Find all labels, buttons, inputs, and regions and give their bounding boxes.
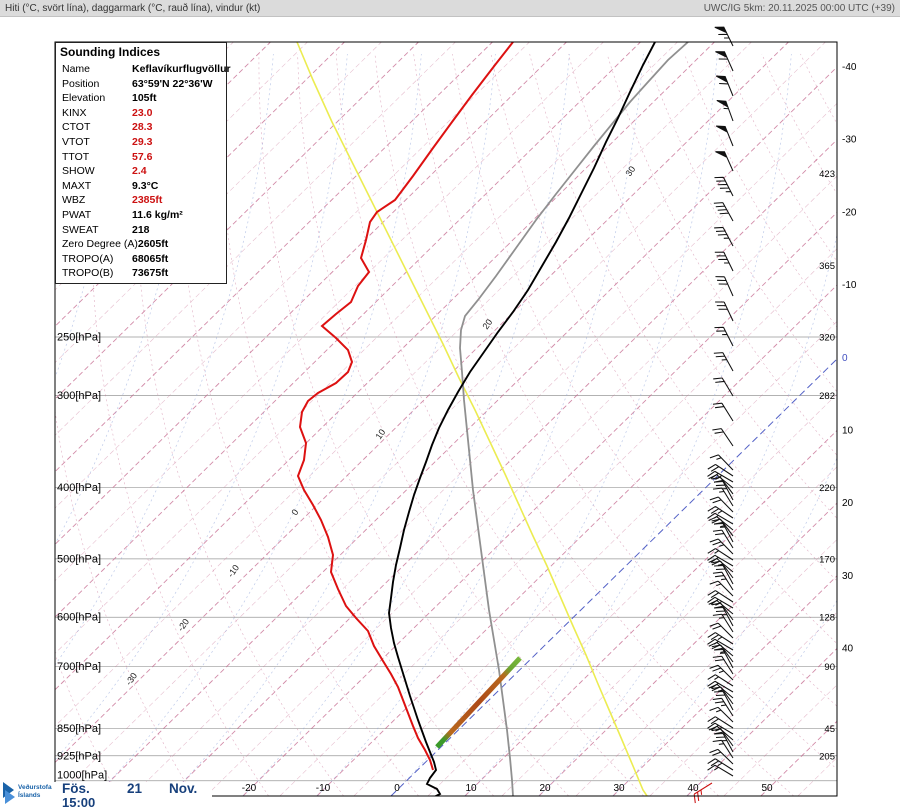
legend-label: Hiti (°C, svört lína), daggarmark (°C, r… (5, 2, 261, 14)
svg-text:925[hPa]: 925[hPa] (57, 750, 101, 762)
pressure-grid (55, 336, 837, 782)
brand-name: Veðurstofa Íslands (18, 784, 52, 799)
plot-border (54, 41, 838, 797)
indices-row: VTOT 29.3 (62, 135, 153, 148)
indices-row: Elevation 105ft (62, 92, 157, 105)
svg-text:20: 20 (539, 783, 551, 794)
svg-text:0: 0 (289, 507, 300, 517)
date-label[interactable]: 21 (127, 781, 143, 796)
svg-text:-20: -20 (242, 783, 257, 794)
svg-text:-10: -10 (842, 280, 857, 291)
indices-row: PWAT 11.6 kg/m² (62, 208, 183, 221)
indices-row: CTOT 28.3 (62, 121, 153, 134)
svg-text:0: 0 (842, 353, 848, 364)
svg-text:-30: -30 (842, 135, 857, 146)
indices-row: TTOT 57.6 (62, 150, 153, 163)
svg-text:128: 128 (819, 613, 835, 624)
indices-row: TROPO(A) 68065ft (62, 252, 169, 265)
svg-text:-40: -40 (842, 62, 857, 73)
model-run-label: UWC/IG 5km: 20.11.2025 00:00 UTC (+39) (703, 2, 895, 14)
wind-barbs (693, 26, 734, 804)
day-label[interactable]: Fös. (62, 781, 90, 796)
indices-row: TROPO(B) 73675ft (62, 267, 169, 280)
svg-text:50: 50 (761, 783, 773, 794)
svg-text:-10: -10 (316, 783, 331, 794)
svg-text:500[hPa]: 500[hPa] (57, 553, 101, 565)
svg-text:423: 423 (819, 169, 835, 180)
svg-text:170: 170 (819, 554, 835, 565)
timeline-bar[interactable] (28, 782, 212, 808)
svg-text:220: 220 (819, 483, 835, 494)
time-label[interactable]: 15:00 (62, 795, 96, 810)
svg-text:40: 40 (842, 644, 854, 655)
dewpoint-curve (296, 42, 514, 771)
vedurstofa-logo (3, 782, 15, 804)
svg-text:30: 30 (613, 783, 625, 794)
svg-text:10: 10 (465, 783, 477, 794)
moist-adiabats (55, 53, 837, 796)
svg-text:10: 10 (373, 427, 387, 441)
svg-text:20: 20 (842, 498, 854, 509)
indices-row: KINX 23.0 (62, 106, 153, 119)
indices-row: SWEAT 218 (62, 223, 150, 236)
svg-text:700[hPa]: 700[hPa] (57, 661, 101, 673)
indices-row: Zero Degree (A) 2605ft (62, 238, 169, 251)
svg-text:365: 365 (819, 261, 835, 272)
indices-box: Sounding Indices Name Keflavíkurflugvöllu… (55, 42, 231, 284)
freezing-isotherm (390, 358, 837, 796)
parcel-curve (459, 42, 689, 796)
svg-text:205: 205 (819, 751, 835, 762)
svg-text:250[hPa]: 250[hPa] (57, 332, 101, 344)
svg-text:20: 20 (480, 317, 494, 331)
svg-text:10: 10 (842, 425, 854, 436)
indices-rows: Name Keflavíkurflugvöllur Position 63°59'N … (56, 62, 231, 281)
svg-text:45: 45 (824, 724, 835, 735)
indices-row: WBZ 2385ft (62, 194, 163, 207)
svg-text:400[hPa]: 400[hPa] (57, 482, 101, 494)
svg-text:320: 320 (819, 333, 835, 344)
svg-text:40: 40 (687, 783, 699, 794)
svg-text:850[hPa]: 850[hPa] (57, 723, 101, 735)
indices-row: Name Keflavíkurflugvöllur (62, 63, 231, 75)
month-label[interactable]: Nov. (169, 781, 198, 796)
indices-row: Position 63°59'N 22°36'W (62, 77, 213, 90)
indices-row: SHOW 2.4 (62, 165, 147, 178)
axis-labels: 250[hPa] 300[hPa] 400[hPa] 500[hPa] 600[hPa]… (57, 62, 857, 794)
svg-text:1000[hPa]: 1000[hPa] (57, 770, 107, 782)
svg-text:90: 90 (824, 662, 835, 673)
svg-text:600[hPa]: 600[hPa] (57, 612, 101, 624)
svg-text:-30: -30 (123, 671, 139, 687)
indices-row: MAXT 9.3°C (62, 179, 159, 192)
reference-curve (296, 42, 648, 796)
svg-text:30: 30 (842, 571, 854, 582)
svg-text:-10: -10 (225, 563, 241, 579)
top-info-bar: Hiti (°C, svört lína), daggarmark (°C, r… (0, 0, 900, 17)
temperature-curve (388, 42, 656, 796)
highlight-segment (435, 656, 522, 749)
svg-text:300[hPa]: 300[hPa] (57, 390, 101, 402)
svg-text:0: 0 (394, 783, 400, 794)
svg-text:282: 282 (819, 391, 835, 402)
svg-text:30: 30 (623, 164, 637, 178)
indices-title: Sounding Indices (60, 45, 161, 59)
svg-text:-20: -20 (842, 207, 857, 218)
